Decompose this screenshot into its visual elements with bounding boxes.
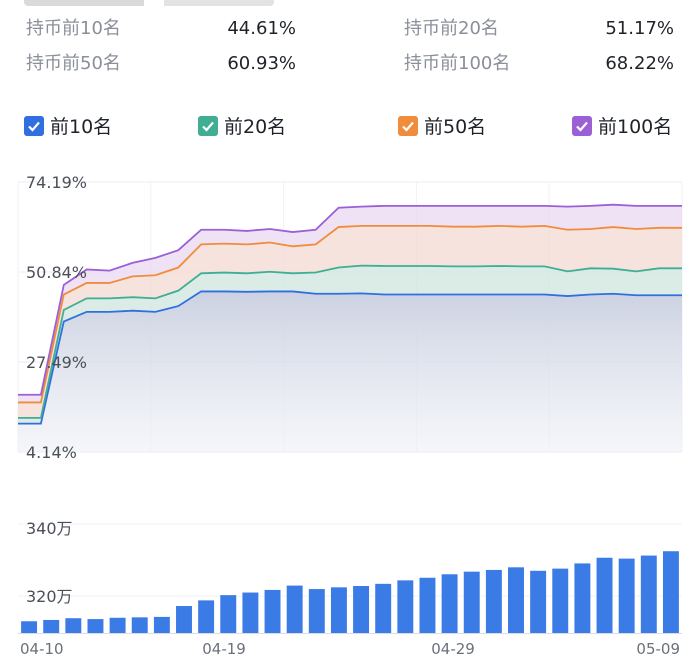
- bar: [87, 619, 104, 633]
- bar: [153, 616, 170, 633]
- x-tick-label: 04-29: [431, 640, 475, 657]
- y-tick-label: 27.49%: [26, 353, 87, 372]
- bar: [552, 568, 569, 633]
- bar: [662, 551, 679, 633]
- chart-grid: [18, 523, 682, 634]
- bar: [330, 587, 347, 633]
- legend-item-top20[interactable]: 前20名: [198, 112, 286, 139]
- bar: [286, 585, 303, 633]
- stat-top10: 持币前10名 44.61%: [26, 16, 296, 42]
- x-axis-ticks: 04-10 04-19 04-29 05-09: [20, 640, 680, 657]
- bar: [618, 558, 635, 633]
- holder-share-area-chart: 74.19% 50.84% 27.49% 4.14%: [17, 173, 683, 462]
- y-tick-label: 340万: [26, 519, 73, 538]
- bar: [353, 586, 370, 633]
- legend-label: 前50名: [424, 116, 487, 138]
- x-tick-label: 04-10: [20, 640, 64, 657]
- legend-label: 前100名: [598, 116, 673, 138]
- bar: [220, 595, 237, 633]
- bar: [463, 571, 480, 633]
- series-line: [18, 290, 682, 425]
- y-axis-ticks: 74.19% 50.84% 27.49% 4.14%: [26, 173, 87, 462]
- checkbox-checked-icon[interactable]: [198, 115, 218, 136]
- x-tick-label: 05-09: [636, 640, 680, 657]
- series-line: [18, 224, 682, 404]
- holder-count-bar-chart: 340万 320万 04-10 04-19 04-29 05-09: [18, 519, 682, 657]
- y-tick-label: 74.19%: [26, 173, 87, 192]
- bar: [109, 617, 126, 633]
- y-tick-label: 50.84%: [26, 263, 87, 282]
- bar: [176, 606, 192, 633]
- stat-top100-value: 68.22%: [605, 53, 674, 74]
- stat-top50-value: 60.93%: [227, 53, 296, 74]
- area-fill-band: [18, 265, 682, 424]
- legend-item-top50[interactable]: 前50名: [398, 112, 486, 139]
- stat-top20: 持币前20名 51.17%: [404, 16, 674, 42]
- top-strip-clipped-header: [0, 0, 700, 8]
- series-lines: [18, 203, 682, 425]
- stat-top10-value: 44.61%: [227, 18, 296, 39]
- bar: [264, 589, 281, 633]
- bar: [131, 617, 148, 633]
- bar: [308, 589, 325, 633]
- y-tick-label: 4.14%: [26, 443, 77, 462]
- area-fills: [18, 204, 682, 452]
- bar: [65, 618, 82, 633]
- bar: [198, 600, 215, 633]
- y-axis-ticks: 340万 320万: [26, 519, 73, 606]
- stat-top50-label: 持币前50名: [26, 53, 121, 74]
- bars: [21, 551, 679, 633]
- bar: [43, 619, 60, 633]
- checkbox-checked-icon[interactable]: [572, 115, 592, 136]
- legend-label: 前10名: [50, 116, 113, 138]
- legend-label: 前20名: [224, 116, 287, 138]
- bar: [640, 555, 657, 633]
- bar: [419, 577, 436, 633]
- checkbox-checked-icon[interactable]: [24, 115, 44, 136]
- stat-top100: 持币前100名 68.22%: [404, 51, 674, 77]
- clipped-header-text: [24, 0, 274, 6]
- bar: [530, 570, 547, 633]
- x-tick-label: 04-19: [202, 640, 246, 657]
- bar: [441, 574, 458, 633]
- bar: [485, 569, 502, 633]
- area-fill-band: [18, 204, 682, 403]
- series-line: [18, 264, 682, 419]
- bar: [508, 567, 524, 633]
- bar: [596, 557, 613, 633]
- bar: [21, 621, 38, 633]
- bar: [574, 563, 591, 633]
- legend: 前10名 前20名 前50名 前100名: [0, 112, 700, 142]
- checkbox-checked-icon[interactable]: [398, 115, 418, 136]
- area-fill-band: [18, 225, 682, 418]
- stat-top20-value: 51.17%: [605, 18, 674, 39]
- stat-top10-label: 持币前10名: [26, 18, 121, 39]
- area-fill-base: [18, 291, 682, 452]
- bar: [375, 583, 392, 633]
- stat-top20-label: 持币前20名: [404, 18, 499, 39]
- bar: [397, 580, 414, 633]
- bar: [242, 592, 259, 633]
- stat-top100-label: 持币前100名: [404, 53, 511, 74]
- series-line: [18, 203, 682, 396]
- legend-item-top100[interactable]: 前100名: [572, 112, 672, 139]
- legend-item-top10[interactable]: 前10名: [24, 112, 112, 139]
- stat-top50: 持币前50名 60.93%: [26, 51, 296, 77]
- y-tick-label: 320万: [26, 587, 73, 606]
